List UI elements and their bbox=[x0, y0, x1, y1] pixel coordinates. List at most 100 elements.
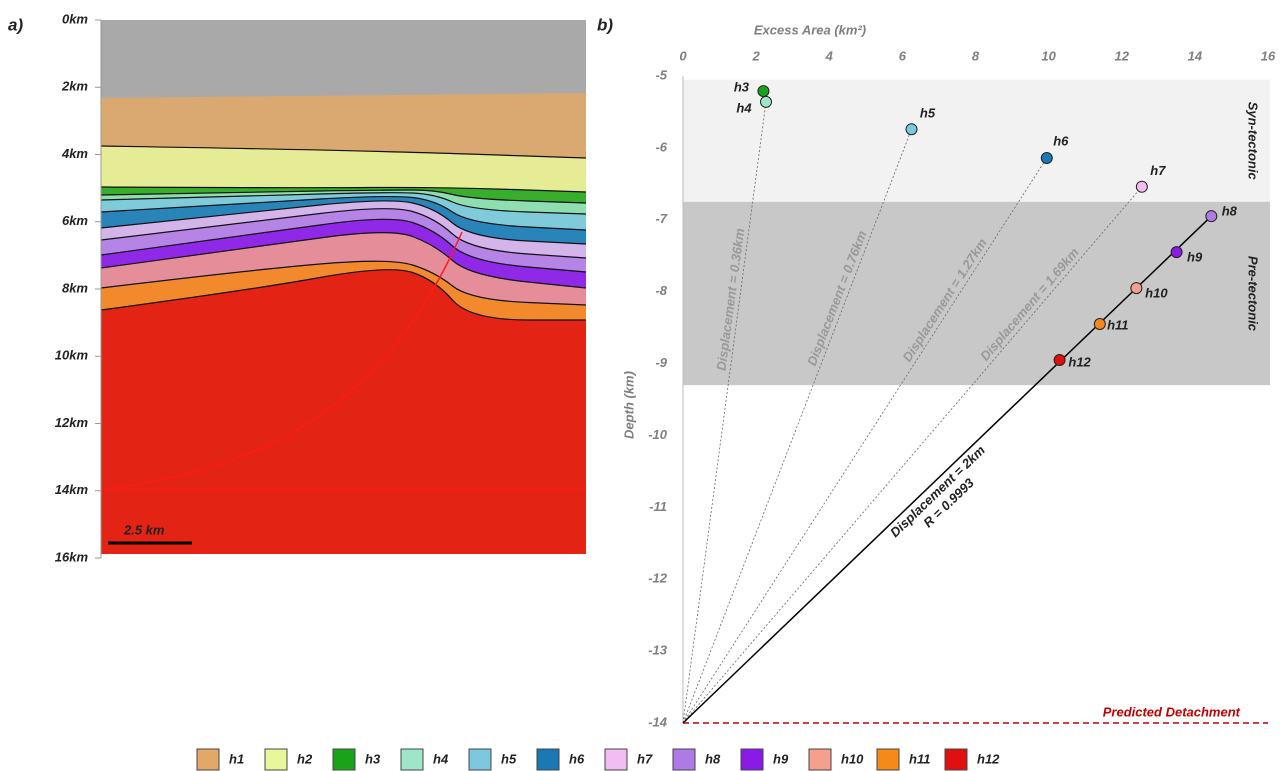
x-tick-label: 8 bbox=[972, 48, 980, 63]
depth-tick-label: 0km bbox=[62, 11, 88, 26]
band bbox=[683, 79, 1270, 202]
point-label: h5 bbox=[920, 106, 936, 121]
x-axis-title: Excess Area (km²) bbox=[754, 22, 866, 37]
y-tick-label: -5 bbox=[655, 67, 667, 82]
legend-swatch bbox=[604, 748, 628, 771]
x-tick-label: 2 bbox=[752, 48, 761, 63]
y-tick-label: -6 bbox=[655, 139, 667, 154]
y-tick-label: -14 bbox=[648, 714, 668, 729]
legend-swatch bbox=[672, 748, 696, 771]
point-label: h3 bbox=[734, 80, 750, 95]
point-label: h9 bbox=[1187, 250, 1203, 265]
x-tick-label: 12 bbox=[1115, 48, 1130, 63]
point-label: h7 bbox=[1150, 163, 1166, 178]
legend-swatch bbox=[876, 748, 900, 771]
legend-label: h5 bbox=[501, 751, 517, 766]
x-tick-label: 0 bbox=[679, 48, 687, 63]
horizon-line bbox=[100, 208, 587, 259]
legend-label: h8 bbox=[705, 751, 721, 766]
horizon-layer bbox=[101, 269, 586, 554]
x-tick-label: 14 bbox=[1188, 48, 1203, 63]
horizon-line bbox=[100, 232, 587, 289]
legend-swatch bbox=[536, 748, 560, 771]
depth-tick-label: 2km bbox=[61, 79, 88, 94]
point bbox=[1130, 282, 1143, 295]
point-label: h6 bbox=[1053, 133, 1069, 148]
horizon-line bbox=[100, 260, 587, 306]
point bbox=[1135, 180, 1148, 193]
band-label: Pre-tectonic bbox=[1246, 256, 1261, 332]
legend-label: h7 bbox=[637, 751, 653, 766]
horizon-line bbox=[100, 145, 587, 159]
seismic-section: 2.5 km 0km 2km 4km 6km 8km 10km 12km 14km 16km bbox=[55, 11, 587, 564]
depth-tick-label: 12km bbox=[55, 415, 89, 430]
y-tick-label: -9 bbox=[655, 355, 667, 370]
legend-swatch bbox=[264, 748, 288, 771]
legend-label: h3 bbox=[365, 751, 381, 766]
displacement-line bbox=[682, 215, 1212, 724]
fault bbox=[100, 231, 463, 491]
legend-swatch bbox=[400, 748, 424, 771]
x-tick-label: 16 bbox=[1261, 48, 1276, 63]
y-tick-label: -10 bbox=[648, 427, 668, 442]
y-tick-label: -11 bbox=[649, 499, 667, 514]
horizon-line bbox=[100, 200, 587, 245]
point-label: h12 bbox=[1068, 354, 1091, 369]
displacement-line bbox=[682, 186, 1143, 724]
legend-label: h10 bbox=[841, 751, 864, 766]
legend-label: h1 bbox=[229, 751, 244, 766]
x-tick-label: 6 bbox=[899, 48, 907, 63]
y-tick-label: -8 bbox=[655, 283, 667, 298]
detachment-label: Predicted Detachment bbox=[1103, 704, 1241, 719]
y-tick-label: -7 bbox=[655, 211, 667, 226]
y-tick-label: -12 bbox=[648, 571, 668, 586]
horizon-line bbox=[100, 192, 587, 215]
depth-tick-label: 14km bbox=[55, 482, 89, 497]
legend-label: h2 bbox=[297, 751, 313, 766]
point-label: h4 bbox=[736, 100, 752, 115]
legend-swatch bbox=[468, 748, 492, 771]
point bbox=[1040, 151, 1053, 164]
point bbox=[1093, 318, 1106, 331]
horizon-line bbox=[100, 186, 587, 193]
depth-tick-label: 4km bbox=[61, 146, 88, 161]
point-label: h10 bbox=[1145, 286, 1168, 301]
point bbox=[905, 123, 918, 136]
legend-label: h12 bbox=[977, 751, 1000, 766]
point bbox=[757, 85, 770, 98]
depth-tick-label: 10km bbox=[55, 348, 89, 363]
horizon-line bbox=[100, 195, 587, 231]
point-label: h8 bbox=[1222, 204, 1238, 219]
y-axis-title: Depth (km) bbox=[621, 371, 636, 439]
scale-bar-label: 2.5 km bbox=[123, 522, 165, 537]
displacement-line bbox=[682, 157, 1048, 724]
point bbox=[1053, 353, 1066, 366]
y-tick-label: -13 bbox=[648, 643, 668, 658]
legend-label: h6 bbox=[569, 751, 585, 766]
point bbox=[1205, 210, 1218, 223]
depth-tick-label: 8km bbox=[62, 280, 88, 295]
legend-label: h11 bbox=[909, 751, 930, 766]
legend-swatch bbox=[944, 748, 968, 771]
legend-swatch bbox=[196, 748, 220, 771]
displacement-line bbox=[682, 101, 767, 724]
legend-label: h4 bbox=[433, 751, 449, 766]
legend-label: h9 bbox=[773, 751, 789, 766]
displacement-label: Displacement = 2km bbox=[887, 442, 988, 540]
point bbox=[759, 95, 772, 108]
depth-tick-label: 6km bbox=[62, 213, 88, 228]
legend-swatch bbox=[740, 748, 764, 771]
point-label: h11 bbox=[1107, 317, 1128, 332]
depth-tick-label: 16km bbox=[55, 549, 89, 564]
band bbox=[683, 201, 1270, 386]
band-label: Syn-tectonic bbox=[1246, 102, 1261, 181]
x-tick-label: 10 bbox=[1041, 48, 1056, 63]
panel-label: a) bbox=[8, 15, 23, 34]
legend-swatch bbox=[332, 748, 356, 771]
horizon-line bbox=[100, 269, 586, 321]
horizon-line bbox=[100, 218, 587, 273]
x-tick-label: 4 bbox=[825, 48, 834, 63]
legend-swatch bbox=[808, 748, 832, 771]
point bbox=[1170, 246, 1183, 259]
